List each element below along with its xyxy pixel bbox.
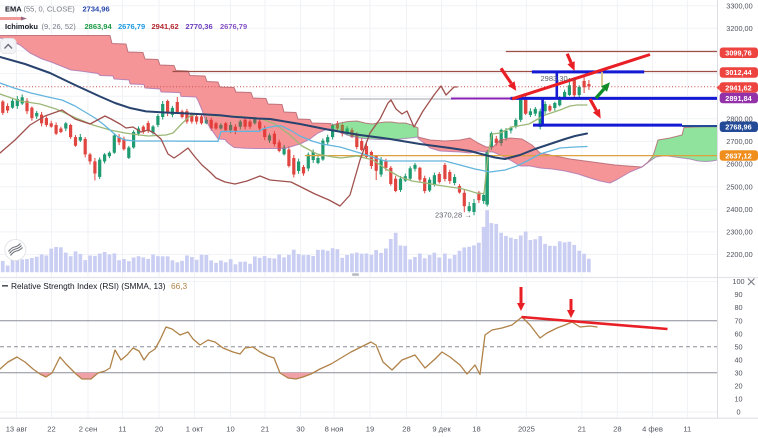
svg-text:20: 20: [155, 424, 163, 433]
svg-text:20: 20: [734, 381, 742, 390]
svg-text:2891,84: 2891,84: [725, 94, 752, 103]
svg-text:2637,12: 2637,12: [725, 151, 751, 160]
svg-text:21: 21: [261, 424, 269, 433]
svg-text:2676,79: 2676,79: [220, 22, 247, 31]
svg-text:1 окт: 1 окт: [186, 424, 204, 433]
svg-text:2863,94: 2863,94: [85, 22, 113, 31]
svg-text:11: 11: [683, 424, 691, 433]
svg-text:2370,28 →: 2370,28 →: [435, 211, 472, 220]
svg-text:19: 19: [366, 424, 374, 433]
svg-text:30: 30: [734, 368, 742, 377]
svg-text:Ichimoku: Ichimoku: [5, 22, 38, 31]
svg-text:3012,44: 3012,44: [725, 68, 752, 77]
svg-text:13 авг: 13 авг: [6, 424, 28, 433]
svg-text:28: 28: [402, 424, 410, 433]
svg-text:0: 0: [736, 407, 740, 416]
svg-text:40: 40: [734, 355, 742, 364]
svg-text:100: 100: [732, 277, 744, 286]
svg-text:2500,00: 2500,00: [726, 182, 752, 191]
svg-text:10: 10: [734, 394, 742, 403]
svg-text:2768,96: 2768,96: [725, 122, 751, 131]
svg-text:8 ноя: 8 ноя: [325, 424, 344, 433]
svg-text:2400,00: 2400,00: [726, 205, 752, 214]
svg-text:3200,00: 3200,00: [726, 24, 752, 33]
svg-text:EMA: EMA: [5, 5, 22, 14]
svg-text:2941,62: 2941,62: [152, 22, 179, 31]
svg-text:2700,00: 2700,00: [726, 137, 752, 146]
svg-text:60: 60: [734, 329, 742, 338]
svg-text:Relative Strength Index (RSI): Relative Strength Index (RSI) (SMMA, 13): [11, 281, 166, 291]
svg-text:70: 70: [734, 316, 742, 325]
svg-text:9 дек: 9 дек: [432, 424, 451, 433]
svg-text:2734,96: 2734,96: [83, 5, 110, 14]
svg-text:3300,00: 3300,00: [726, 1, 752, 10]
svg-text:2200,00: 2200,00: [726, 250, 752, 259]
svg-text:90: 90: [734, 290, 742, 299]
svg-text:2800,00: 2800,00: [726, 114, 752, 123]
svg-text:2600,00: 2600,00: [726, 160, 752, 169]
svg-text:(9, 26, 52): (9, 26, 52): [42, 22, 77, 31]
svg-text:18: 18: [472, 424, 480, 433]
svg-text:28: 28: [613, 424, 621, 433]
svg-text:2025: 2025: [518, 424, 535, 433]
svg-text:10: 10: [226, 424, 234, 433]
svg-text:2300,00: 2300,00: [726, 228, 752, 237]
svg-text:4 фев: 4 фев: [642, 424, 663, 433]
svg-text:30: 30: [296, 424, 304, 433]
svg-text:80: 80: [734, 303, 742, 312]
svg-text:66,3: 66,3: [171, 281, 188, 291]
svg-text:2676,79: 2676,79: [118, 22, 145, 31]
svg-text:3099,76: 3099,76: [725, 49, 751, 58]
svg-text:2 сен: 2 сен: [79, 424, 98, 433]
svg-text:2941,62: 2941,62: [725, 83, 751, 92]
svg-text:(55, 0, CLOSE): (55, 0, CLOSE): [24, 5, 76, 14]
svg-text:21: 21: [578, 424, 586, 433]
svg-text:11: 11: [119, 424, 127, 433]
svg-text:22: 22: [47, 424, 55, 433]
svg-text:50: 50: [734, 342, 742, 351]
svg-text:2983,30 →: 2983,30 →: [541, 74, 578, 83]
svg-text:2770,36: 2770,36: [186, 22, 213, 31]
